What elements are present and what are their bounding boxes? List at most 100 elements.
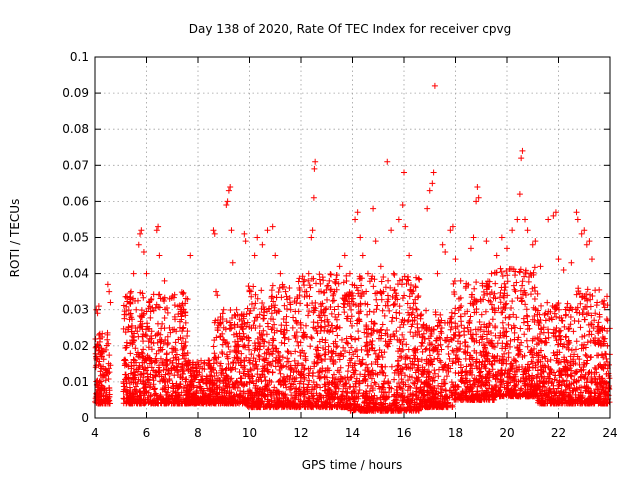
data-point [179,362,186,369]
data-point [563,333,570,340]
data-point [140,294,147,301]
data-point [211,393,218,400]
data-point [523,337,530,344]
data-point [584,286,591,293]
data-point [225,399,232,406]
data-point [154,320,161,327]
data-point [210,343,217,350]
data-point [150,307,157,314]
data-point [507,337,514,344]
data-point [512,357,519,364]
data-point [557,332,564,339]
data-point [447,326,454,333]
data-point [271,321,278,328]
data-point [244,381,251,388]
data-point [310,319,317,326]
data-point [230,381,237,388]
data-point [96,396,103,403]
data-point [264,320,271,327]
data-point [234,355,241,362]
data-point [216,320,223,327]
data-point [238,350,245,357]
data-point [555,382,562,389]
data-point [223,377,230,384]
data-point [176,302,183,309]
data-point [134,399,141,406]
data-point [161,378,168,385]
data-point [538,302,545,309]
data-point [211,400,218,407]
data-point [212,317,219,324]
data-point [123,391,130,398]
data-point [456,332,463,339]
data-point [308,334,315,341]
data-point [222,388,229,395]
data-point [165,384,172,391]
data-point [254,366,261,373]
data-point [188,372,195,379]
data-point [151,385,158,392]
data-point [228,375,235,382]
data-point [123,361,130,368]
data-point [241,358,248,365]
data-point [286,284,293,291]
data-point [527,291,534,298]
chart-title: Day 138 of 2020, Rate Of TEC Index for r… [189,22,511,36]
data-point [224,383,231,390]
data-point [325,343,332,350]
data-point [171,397,178,404]
data-point [155,303,162,310]
data-point [212,354,219,361]
data-point [438,346,445,353]
data-point [270,388,277,395]
data-point [302,322,309,329]
data-point [175,356,182,363]
data-point [201,359,208,366]
data-point [391,271,398,278]
data-point [166,377,173,384]
data-point [143,308,150,315]
data-point [521,331,528,338]
data-point [213,359,220,366]
data-point [97,387,104,394]
data-point [132,390,139,397]
data-point [129,322,136,329]
data-point [271,304,278,311]
data-point [217,333,224,340]
data-point [198,357,205,364]
data-point [418,343,425,350]
data-point [426,352,433,359]
data-point [278,328,285,335]
data-point [123,344,130,351]
data-point [145,344,152,351]
data-point [189,393,196,400]
data-point [169,359,176,366]
data-point [564,300,571,307]
data-point [356,387,363,394]
data-point [152,373,159,380]
data-point [145,305,152,312]
data-point [573,338,580,345]
data-point [169,326,176,333]
data-point [499,340,506,347]
data-point [379,307,386,314]
data-point [523,312,530,319]
data-point [204,385,211,392]
data-point [394,363,401,370]
data-point [150,340,157,347]
data-point [451,277,458,284]
data-point [471,285,478,292]
data-point [328,271,335,278]
data-point [121,308,128,315]
data-point [251,347,258,354]
data-point [531,264,538,271]
data-point [265,339,272,346]
data-point [223,318,230,325]
data-point [227,348,234,355]
data-point [271,384,278,391]
data-point [127,299,134,306]
data-point [105,360,112,367]
data-point [331,297,338,304]
data-point [132,345,139,352]
data-point [524,343,531,350]
